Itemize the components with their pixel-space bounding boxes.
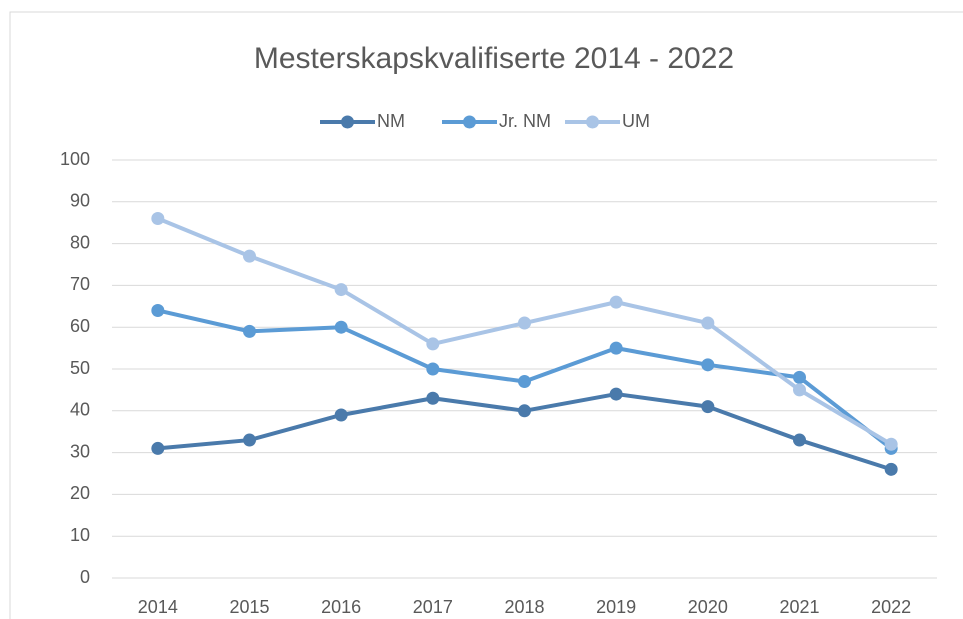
x-tick-label: 2022 <box>871 597 911 617</box>
x-tick-label: 2014 <box>138 597 178 617</box>
x-tick-label: 2015 <box>229 597 269 617</box>
data-point <box>793 370 806 384</box>
data-point <box>609 295 623 309</box>
data-point <box>518 375 531 389</box>
chart-title: Mesterskapskvalifiserte 2014 - 2022 <box>254 42 734 75</box>
data-point <box>701 400 715 414</box>
y-tick-label: 70 <box>70 274 90 294</box>
y-tick-label: 30 <box>70 441 90 461</box>
data-point <box>243 433 256 447</box>
x-tick-label: 2017 <box>413 597 453 617</box>
legend-marker <box>341 115 354 129</box>
data-point <box>426 391 440 405</box>
x-tick-label: 2021 <box>779 597 819 617</box>
data-point <box>243 249 256 263</box>
x-tick-label: 2019 <box>596 597 636 617</box>
data-point <box>334 320 348 334</box>
data-point <box>243 324 256 338</box>
y-tick-label: 60 <box>70 316 90 336</box>
data-point <box>701 358 715 372</box>
data-point <box>151 441 165 455</box>
legend-marker <box>463 115 476 129</box>
data-point <box>518 316 531 330</box>
y-tick-label: 80 <box>70 232 90 252</box>
data-point <box>426 337 440 351</box>
data-point <box>884 437 898 451</box>
data-point <box>151 303 165 317</box>
y-tick-label: 50 <box>70 358 90 378</box>
data-point <box>426 362 440 376</box>
data-point <box>334 408 348 422</box>
legend-label: NM <box>377 111 405 131</box>
data-point <box>151 212 165 226</box>
data-point <box>793 383 806 397</box>
legend-label: Jr. NM <box>499 111 551 131</box>
data-point <box>334 283 348 297</box>
y-tick-label: 40 <box>70 400 90 420</box>
data-point <box>793 433 806 447</box>
y-tick-label: 0 <box>80 567 90 587</box>
legend-marker <box>586 115 599 129</box>
data-point <box>884 462 898 476</box>
legend-label: UM <box>622 111 650 131</box>
x-tick-label: 2018 <box>504 597 544 617</box>
chart-frame <box>9 11 963 619</box>
y-tick-label: 10 <box>70 525 90 545</box>
data-point <box>701 316 715 330</box>
x-tick-label: 2020 <box>688 597 728 617</box>
y-tick-label: 100 <box>60 149 90 169</box>
data-point <box>609 387 623 401</box>
y-tick-label: 20 <box>70 483 90 503</box>
data-point <box>609 341 623 355</box>
data-point <box>518 404 531 418</box>
y-tick-label: 90 <box>70 191 90 211</box>
x-tick-label: 2016 <box>321 597 361 617</box>
